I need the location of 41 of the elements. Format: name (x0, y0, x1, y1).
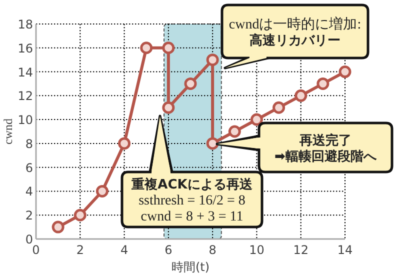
x-tick-label: 8 (208, 243, 216, 257)
x-tick-label: 2 (76, 243, 84, 257)
point (250, 113, 263, 126)
callout: 再送完了 ➡輻輳回避段階へ (216, 122, 394, 174)
point (140, 42, 153, 54)
point (272, 101, 286, 114)
y-tick-label: 14 (18, 65, 33, 80)
y-tick-label: 16 (18, 41, 33, 56)
y-tick-label: 2 (25, 208, 33, 223)
y-tick-label: 12 (18, 89, 33, 104)
x-tick-label: 4 (120, 243, 128, 257)
x-axis-title: 時間(t) (171, 260, 210, 274)
point (294, 89, 308, 102)
annotation: 再送完了 ➡輻輳回避段階へ (274, 132, 378, 164)
y-tick-label: 0 (25, 232, 33, 246)
point (228, 125, 241, 138)
annotation: 重複ACKによる再送 ssthresh = 16/2 = 8 cwnd = 8 + 3 = 11 (130, 176, 254, 224)
point (74, 208, 86, 222)
point (162, 42, 175, 54)
callout: cwndは一時的に増加: 高速リカバリー (220, 4, 370, 70)
y-tick-label: 8 (25, 136, 33, 151)
y-tick-label: 10 (18, 113, 33, 128)
y-tick-label: 18 (18, 18, 33, 32)
callout: 重複ACKによる再送 ssthresh = 16/2 = 8 cwnd = 8 + 3 = 11 (120, 114, 264, 228)
point (206, 54, 219, 66)
point (96, 184, 108, 198)
annotation: cwndは一時的に増加: 高速リカバリー (228, 16, 362, 48)
x-tick-label: 6 (164, 243, 172, 257)
point (316, 77, 330, 90)
point (184, 77, 197, 90)
point (206, 137, 219, 150)
x-tick-label: 12 (293, 243, 308, 257)
x-tick-label: 10 (249, 243, 264, 257)
point (118, 137, 131, 150)
x-tick-label: 14 (337, 243, 353, 257)
point (338, 66, 352, 78)
y-tick-label: 4 (25, 184, 33, 199)
y-axis-title: cwnd (1, 118, 15, 144)
point (52, 220, 64, 234)
point (162, 101, 175, 114)
y-tick-label: 6 (25, 160, 33, 175)
